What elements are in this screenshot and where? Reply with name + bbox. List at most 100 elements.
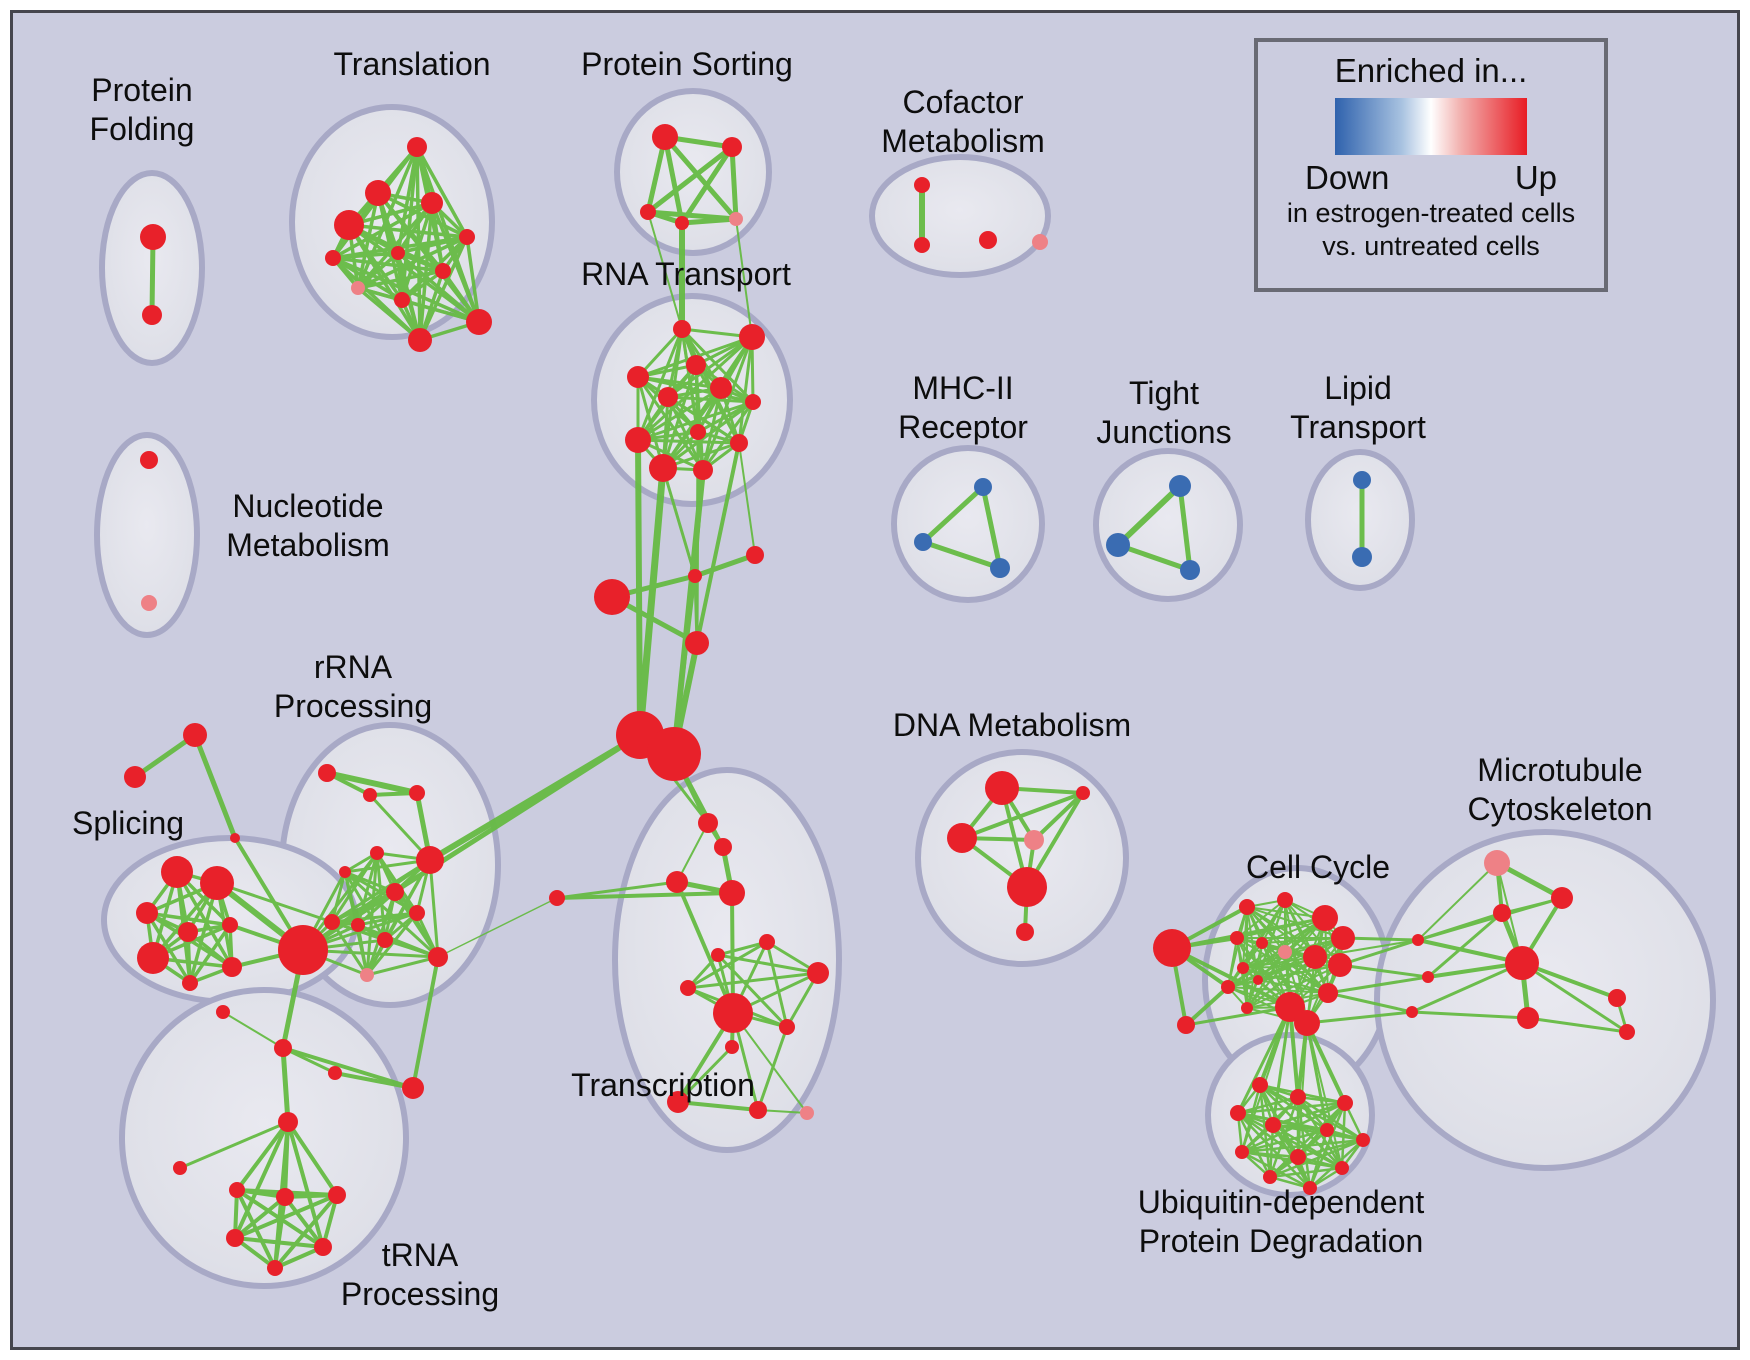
node-ub9-up [1290,1149,1306,1165]
node-cf3-up [979,231,997,249]
node-rt9-up [625,427,651,453]
node-c2-up [688,569,702,583]
edge-mid4-rr13 [411,955,440,1090]
edge-tn1-tn2 [235,1120,290,1192]
legend-subtitle-line1: in estrogen-treated cells [1286,198,1576,228]
cluster-label-trna-processing-line1: tRNA [382,1237,459,1273]
edge-tn1-tn6 [286,1120,325,1249]
edge-ps4-ps5 [679,216,739,226]
edge-ub10-ub11 [1268,1166,1344,1179]
node-ub10-up [1335,1161,1349,1175]
edge-tx3-tx9 [675,880,735,1015]
node-tx11-up [725,1040,739,1054]
edge-c5-rr13 [437,897,558,958]
edge-mt4-mt7 [1520,961,1629,1034]
edge-mid1-mid4 [281,1046,415,1090]
node-tx3-up [666,871,688,893]
edge-rr10-rr12 [356,923,369,977]
node-rr2-up [363,788,377,802]
edge-ub6-ub8 [1240,1128,1329,1154]
edge-tn3-tn6 [283,1195,325,1249]
edge-rr1-rr3 [324,770,420,796]
edge-k3-mt6 [1410,1010,1530,1020]
node-tr12-up [325,250,341,266]
edge-k2-mt3 [1426,911,1504,979]
edge-tn1-tn4 [286,1120,339,1197]
edge-rt6-rt12 [701,386,723,472]
node-tx13-up [749,1101,767,1119]
edge-tr5-tr10 [465,235,481,324]
cluster-label-splicing-line1: Splicing [72,805,184,841]
edge-tr10-tr12 [331,256,481,324]
edge-tn3-tn7 [273,1195,287,1270]
edge-out2-cc15 [1184,1005,1292,1027]
edge-c5-tx4 [555,891,734,900]
edge-tr5-tr8 [356,235,469,290]
cluster-label-cofactor-metabolism-line2: Metabolism [881,123,1045,159]
node-cc4-up [1331,926,1355,950]
node-rt6-up [710,377,732,399]
cluster-label-rrna-processing-line1: rRNA [314,649,393,685]
edge-ps1-ps5 [662,134,739,222]
node-cf2-up [914,237,930,253]
edge-sp1-sp7 [175,870,234,969]
edge-tx5-tx10 [765,940,789,1029]
legend: Enriched in... Down Up in estrogen-treat… [1254,38,1608,292]
edge-tn4-tn5 [233,1193,339,1240]
node-mh2-down [914,533,932,551]
edge-k1-mt1 [1417,862,1498,941]
cluster-ellipse-tight-junctions [1093,448,1243,602]
cluster-label-nucleotide-metabolism-line1: Nucleotide [232,488,383,524]
edge-o1-o2 [132,732,198,780]
edge-cc16-ub9 [1297,1022,1308,1158]
node-cc5-up [1230,931,1244,945]
node-ub11-up [1263,1170,1277,1184]
edge-cc15-ub5 [1271,1005,1292,1127]
node-k2-up [1422,971,1434,983]
cluster-label-protein-folding-line2: Folding [90,111,195,147]
edge-rt11-h1 [636,464,667,739]
node-cc9-up [1328,953,1352,977]
edge-rt2-rt10 [737,335,754,445]
edge-tr7-tr11 [418,269,445,342]
edge-tj1-tj2 [1115,483,1183,548]
edge-tn8-tn1 [178,1120,290,1170]
node-c3-up [746,546,764,564]
edge-tx10-tx13 [756,1025,789,1112]
cluster-ellipse-nucleotide-metabolism [94,432,200,638]
edge-tx6-tx7 [716,953,820,975]
node-sp3-up [136,902,158,924]
edge-rr7-rr13 [393,890,440,959]
edge-tj1-tj3 [1177,483,1193,573]
node-tx4-up [719,880,745,906]
legend-down-label: Down [1305,159,1390,196]
node-rr11-up [377,932,393,948]
edge-rt5-rt7 [666,395,755,404]
legend-gradient-bar [1335,98,1527,155]
edge-mh1-mh3 [980,484,1003,571]
edge-tx7-tx8 [686,971,820,990]
edge-ub7-ub8 [1240,1138,1365,1154]
edge-rt4-rt7 [636,375,755,404]
node-tn1-up [278,1112,298,1132]
edge-cc7-cc10 [1242,951,1286,969]
edge-cc5-cc14 [1236,937,1329,994]
node-tx7-up [807,962,829,984]
node-k3-up [1406,1006,1418,1018]
edge-tx5-tx6 [716,940,769,957]
legend-up-label: Up [1514,159,1557,196]
edge-rt4-rt12 [636,375,705,472]
node-out1-up [1153,929,1191,967]
node-pf1-up [140,224,166,250]
node-rr9-up [324,914,340,930]
edge-tr7-tr8 [356,269,445,290]
cluster-label-trna-processing-line2: Processing [341,1276,499,1312]
edge-rt1-rt7 [680,327,755,404]
edge-tr1-tr5 [415,145,469,239]
edge-tr6-tr8 [356,251,400,290]
node-lp2-down [1352,547,1372,567]
edge-ps2-ps3 [645,144,735,215]
edge-tr7-tr12 [331,256,445,273]
